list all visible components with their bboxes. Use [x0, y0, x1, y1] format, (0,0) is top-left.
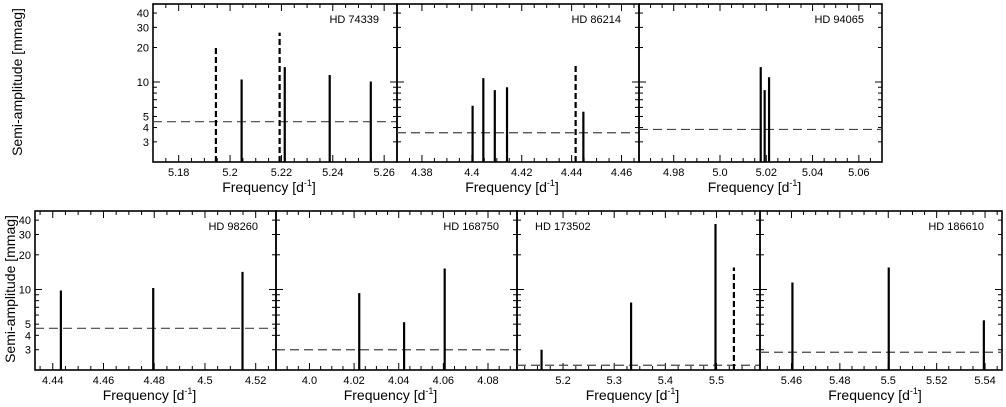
x-tick-label: 4.5 — [197, 375, 212, 387]
star-label: HD 186610 — [928, 221, 984, 233]
star-label: HD 94065 — [814, 14, 864, 26]
x-tick-label: 4.98 — [663, 167, 684, 179]
x-tick-label: 4.44 — [561, 167, 582, 179]
y-tick-label: 10 — [137, 77, 149, 89]
y-tick-label: 40 — [137, 8, 149, 20]
x-tick-label: 5.2 — [555, 375, 570, 387]
x-tick-label: 5.4 — [658, 375, 673, 387]
star-label: HD 168750 — [443, 221, 499, 233]
plot-frame — [34, 210, 277, 371]
y-tick-label: 4 — [143, 123, 149, 135]
y-tick-label: 5 — [143, 111, 149, 123]
x-tick-label: 5.46 — [781, 375, 802, 387]
x-axis-label: Frequency [d-1] — [828, 386, 922, 403]
x-tick-label: 4.48 — [144, 375, 165, 387]
x-tick-label: 5.0 — [712, 167, 727, 179]
plot-frame — [396, 3, 640, 163]
x-tick-label: 4.06 — [433, 375, 454, 387]
y-tick-label: 30 — [19, 230, 31, 242]
x-tick-label: 5.3 — [607, 375, 622, 387]
panel-hd-186610: 5.46 5.48 5.5 5.52 5.54 HD 186610 Frequency [d… — [759, 210, 1003, 403]
x-tick-label: 5.02 — [756, 167, 777, 179]
x-axis-label: Frequency [d-1] — [708, 178, 802, 195]
x-tick-label: 5.24 — [322, 167, 343, 179]
x-tick-label: 4.08 — [477, 375, 498, 387]
y-axis-label: Semi-amplitude [mmag] — [9, 8, 25, 156]
x-tick-label: 4.38 — [411, 167, 432, 179]
x-tick-label: 4.4 — [464, 167, 479, 179]
x-tick-label: 4.44 — [42, 375, 63, 387]
y-tick-label: 4 — [25, 330, 31, 342]
x-tick-label: 4.04 — [388, 375, 409, 387]
star-label: HD 74339 — [329, 14, 379, 26]
y-tick-label: 10 — [19, 284, 31, 296]
x-axis-label: Frequency [d-1] — [465, 178, 559, 195]
y-tick-label: 30 — [137, 22, 149, 34]
y-tick-label: 5 — [25, 319, 31, 331]
x-tick-label: 4.46 — [611, 167, 632, 179]
panel-hd-98260: 3 45 10 20 30 40 4.44 4.46 4.48 4.5 4.52 HD 98260 Fr… — [2, 210, 277, 403]
x-axis-label: Frequency [d-1] — [222, 178, 316, 195]
x-tick-label: 4.02 — [343, 375, 364, 387]
x-tick-label: 5.04 — [802, 167, 823, 179]
x-tick-label: 5.18 — [168, 167, 189, 179]
x-tick-label: 5.26 — [373, 167, 394, 179]
star-label: HD 173502 — [535, 221, 591, 233]
plot-frame — [759, 210, 1003, 371]
x-tick-label: 5.52 — [926, 375, 947, 387]
plot-frame — [516, 210, 761, 371]
y-tick-label: 20 — [19, 250, 31, 262]
star-label: HD 98260 — [208, 221, 258, 233]
panel-hd-86214: 4.38 4.4 4.42 4.44 4.46 HD 86214 Frequency [d-… — [396, 3, 640, 195]
plot-frame — [275, 210, 518, 371]
plot-frame — [152, 3, 398, 163]
x-tick-label: 4.42 — [511, 167, 532, 179]
x-tick-label: 4.46 — [93, 375, 114, 387]
x-axis-label: Frequency [d-1] — [344, 386, 438, 403]
y-tick-label: 3 — [143, 137, 149, 149]
y-axis-label: Semi-amplitude [mmag] — [2, 215, 18, 363]
x-tick-label: 5.48 — [829, 375, 850, 387]
panel-hd-94065: 4.98 5.0 5.02 5.04 5.06 HD 94065 Frequency [d-… — [638, 3, 883, 195]
x-axis-label: Frequency [d-1] — [586, 386, 680, 403]
y-tick-label: 20 — [137, 43, 149, 55]
x-tick-label: 5.2 — [222, 167, 237, 179]
x-axis-label: Frequency [d-1] — [103, 386, 197, 403]
x-tick-label: 5.5 — [881, 375, 896, 387]
x-tick-label: 5.54 — [974, 375, 995, 387]
panel-hd-74339: 3 45 10 20 30 40 5.18 5.2 5.22 5.24 5.26 HD 74339 Fr… — [9, 3, 398, 195]
x-tick-label: 4.0 — [302, 375, 317, 387]
star-label: HD 86214 — [571, 14, 621, 26]
x-tick-label: 5.06 — [848, 167, 869, 179]
x-tick-label: 4.52 — [245, 375, 266, 387]
y-tick-label: 3 — [25, 345, 31, 357]
panel-hd-168750: 4.0 4.02 4.04 4.06 4.08 HD 168750 Frequency [d… — [275, 210, 518, 403]
x-tick-label: 5.5 — [709, 375, 724, 387]
panel-hd-173502: 5.2 5.3 5.4 5.5 HD 173502 Frequency [d-1] — [516, 210, 761, 403]
x-tick-label: 5.22 — [271, 167, 292, 179]
y-tick-label: 40 — [19, 215, 31, 227]
